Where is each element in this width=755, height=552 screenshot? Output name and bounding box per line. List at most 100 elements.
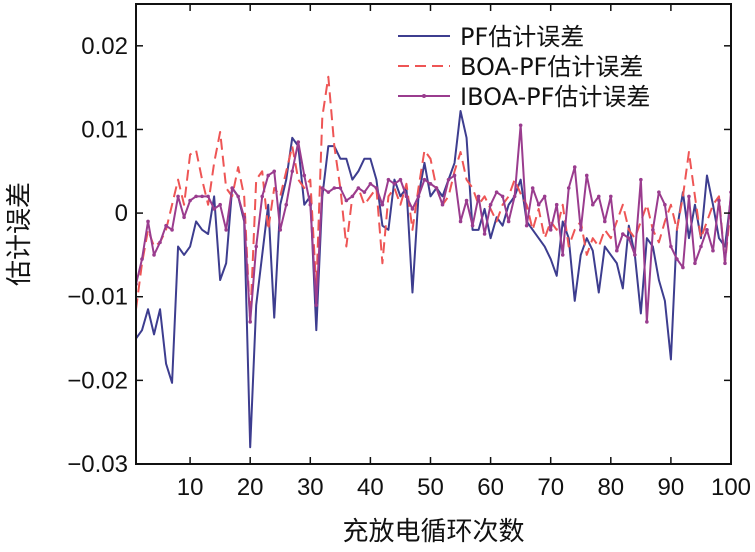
series-point: [584, 173, 589, 178]
series-point: [248, 320, 252, 324]
x-tick-label: 20: [237, 474, 264, 501]
series-point: [434, 186, 439, 190]
series-point: [284, 202, 289, 207]
series-point: [560, 253, 565, 257]
series-point: [717, 198, 721, 203]
series-point: [602, 219, 607, 224]
y-tick-label: 0.01: [81, 116, 128, 143]
x-tick-label: 60: [477, 474, 504, 501]
series-point: [320, 186, 325, 190]
series-point: [362, 190, 367, 194]
series-point: [302, 173, 307, 178]
series-point: [524, 223, 529, 228]
series-point: [711, 248, 715, 253]
series-point: [506, 219, 511, 224]
series-line: [136, 110, 731, 449]
series-point: [590, 202, 595, 207]
series-point: [428, 182, 433, 186]
series-layer: [136, 75, 731, 449]
series-point: [488, 202, 493, 207]
series-point: [218, 202, 222, 207]
series-point: [458, 219, 463, 224]
series-point: [266, 173, 271, 178]
series-point: [675, 257, 679, 261]
plot-frame: [135, 3, 732, 465]
x-tick-label: 80: [597, 474, 624, 501]
series-point: [615, 248, 619, 253]
series-line: [136, 75, 731, 323]
series-point: [152, 253, 156, 257]
series-point: [500, 194, 505, 199]
series-point: [206, 194, 210, 199]
series-point: [554, 202, 559, 207]
series-point: [182, 215, 186, 220]
series-point: [470, 223, 475, 228]
x-tick-label: 90: [658, 474, 685, 501]
series-point: [290, 169, 295, 174]
legend-marker: [422, 94, 426, 98]
y-tick-label: −0.02: [67, 367, 128, 394]
series-point: [645, 320, 649, 324]
series-point: [621, 232, 625, 236]
series-point: [681, 265, 685, 270]
series-point: [140, 257, 144, 261]
series-point: [224, 228, 228, 232]
series-point: [705, 228, 709, 232]
series-point: [350, 194, 355, 199]
series-point: [164, 223, 168, 228]
legend-label: BOA-PF估计误差: [460, 53, 643, 81]
series-point: [410, 207, 415, 211]
series-point: [194, 194, 198, 199]
legend-label: PF估计误差: [460, 23, 584, 51]
series-point: [278, 228, 283, 232]
y-tick-label: 0.02: [81, 33, 128, 60]
series-point: [332, 186, 337, 190]
series-point: [176, 194, 180, 199]
series-point: [542, 194, 547, 199]
series-point: [693, 261, 697, 266]
series-point: [260, 194, 265, 199]
series-point: [464, 198, 469, 203]
series-group: [136, 123, 731, 324]
y-tick-label: 0: [115, 200, 128, 227]
series-point: [308, 202, 313, 207]
x-tick-label: 10: [177, 474, 204, 501]
series-point: [212, 207, 216, 211]
series-point: [404, 194, 409, 199]
series-point: [230, 186, 234, 190]
series-point: [651, 228, 655, 232]
series-point: [236, 194, 240, 199]
series-point: [416, 194, 421, 199]
series-point: [398, 177, 403, 182]
series-point: [723, 261, 727, 266]
series-point: [476, 194, 481, 199]
series-point: [380, 202, 385, 207]
series-point: [566, 186, 571, 190]
series-point: [530, 186, 535, 190]
series-point: [272, 169, 277, 174]
y-tick-label: −0.03: [67, 451, 128, 478]
series-point: [158, 240, 162, 245]
y-axis-title: 估计误差: [5, 182, 35, 286]
series-point: [422, 177, 427, 182]
series-point: [146, 219, 150, 224]
series-point: [494, 190, 499, 194]
series-point: [200, 194, 204, 199]
series-point: [368, 182, 373, 186]
series-point: [669, 244, 673, 249]
axes-layer: 10 20 30 40 50 60 70 80 90 100 0.02 0.01 0 −0.01 −0.02…: [67, 3, 751, 501]
series-point: [452, 173, 457, 178]
x-tick-label: 100: [711, 474, 751, 501]
series-point: [242, 215, 246, 220]
x-axis-title: 充放电循环次数: [342, 517, 524, 547]
series-point: [548, 228, 553, 232]
series-point: [170, 228, 174, 232]
series-point: [536, 202, 541, 207]
series-point: [663, 202, 667, 207]
legend-label: IBOA-PF估计误差: [460, 83, 650, 111]
series-point: [633, 253, 637, 257]
series-point: [687, 194, 691, 199]
series-point: [188, 198, 192, 203]
series-point: [440, 202, 445, 207]
